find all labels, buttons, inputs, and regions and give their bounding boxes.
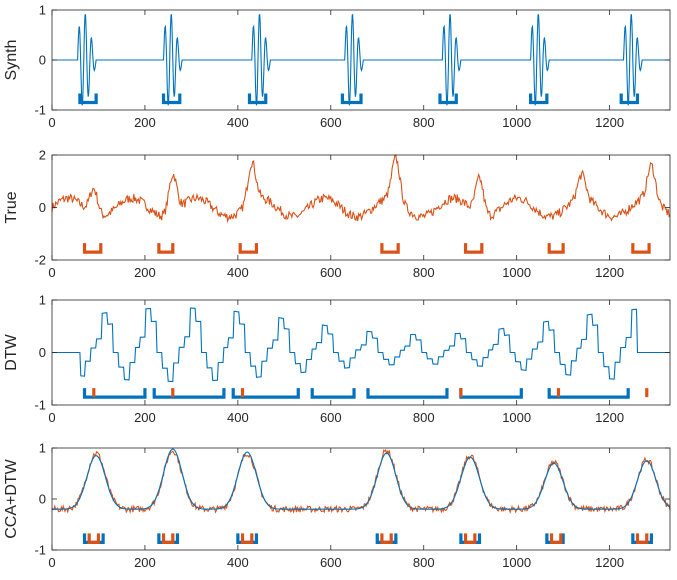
x-tick-label: 0 bbox=[48, 115, 55, 130]
y-tick-label: 1 bbox=[39, 441, 46, 456]
segment-bracket bbox=[240, 533, 254, 544]
x-tick-label: 400 bbox=[227, 410, 249, 425]
segment-bracket bbox=[463, 533, 477, 544]
axes-box bbox=[51, 447, 671, 551]
segment-bracket bbox=[529, 93, 549, 105]
segment-bracket bbox=[157, 243, 175, 254]
x-tick-label: 1000 bbox=[502, 555, 531, 570]
y-tick-label: 0 bbox=[39, 53, 46, 68]
series-line bbox=[52, 448, 671, 510]
segment-bracket bbox=[82, 243, 103, 254]
y-axis-label: Synth bbox=[3, 40, 20, 81]
x-tick-label: 600 bbox=[320, 555, 342, 570]
segment-bracket bbox=[366, 388, 449, 399]
y-tick-label: -1 bbox=[34, 543, 46, 558]
series-line bbox=[52, 307, 670, 382]
series-line bbox=[52, 14, 670, 106]
y-tick-label: 0 bbox=[39, 200, 46, 215]
segment-bracket bbox=[380, 533, 393, 544]
y-tick-label: -1 bbox=[34, 398, 46, 413]
x-tick-label: 600 bbox=[320, 410, 342, 425]
segment-bracket bbox=[459, 388, 523, 399]
x-tick-label: 800 bbox=[413, 410, 435, 425]
x-tick-label: 800 bbox=[413, 555, 435, 570]
segment-bracket bbox=[549, 533, 563, 544]
x-tick-label: 400 bbox=[227, 115, 249, 130]
x-tick-label: 1000 bbox=[502, 410, 531, 425]
x-tick-label: 1000 bbox=[502, 115, 531, 130]
segment-bracket bbox=[238, 243, 259, 254]
segment-bracket bbox=[547, 388, 630, 399]
segment-bracket bbox=[231, 388, 300, 399]
segment-bracket bbox=[438, 93, 458, 105]
segment-bracket bbox=[619, 93, 640, 105]
x-tick-label: 800 bbox=[413, 115, 435, 130]
y-tick-label: 1 bbox=[39, 293, 46, 308]
x-tick-label: 800 bbox=[413, 265, 435, 280]
x-tick-label: 1200 bbox=[595, 410, 624, 425]
x-tick-label: 400 bbox=[227, 555, 249, 570]
x-tick-label: 600 bbox=[320, 265, 342, 280]
segment-bracket bbox=[161, 533, 175, 544]
segment-bracket bbox=[380, 243, 400, 254]
segment-bracket bbox=[82, 388, 147, 399]
y-axis-label: True bbox=[3, 191, 20, 223]
x-tick-label: 1200 bbox=[595, 555, 624, 570]
x-tick-label: 0 bbox=[48, 265, 55, 280]
x-tick-label: 0 bbox=[48, 555, 55, 570]
y-tick-label: 0 bbox=[39, 492, 46, 507]
series-line bbox=[51, 154, 671, 224]
x-tick-label: 1200 bbox=[595, 115, 624, 130]
axes-box bbox=[51, 154, 671, 261]
segment-bracket bbox=[310, 388, 356, 399]
segment-bracket bbox=[152, 388, 226, 399]
y-tick-label: 0 bbox=[39, 345, 46, 360]
x-tick-label: 200 bbox=[134, 410, 156, 425]
y-tick-label: -1 bbox=[34, 103, 46, 118]
x-tick-label: 200 bbox=[134, 115, 156, 130]
segment-bracket bbox=[635, 533, 649, 544]
x-tick-label: 0 bbox=[48, 410, 55, 425]
x-tick-label: 1200 bbox=[595, 265, 624, 280]
segment-bracket bbox=[340, 93, 363, 105]
segment-bracket bbox=[463, 243, 484, 254]
y-tick-label: 1 bbox=[39, 3, 46, 18]
segment-bracket bbox=[631, 243, 651, 254]
segment-bracket bbox=[87, 533, 101, 544]
x-tick-label: 400 bbox=[227, 265, 249, 280]
segment-bracket bbox=[247, 93, 268, 105]
x-tick-label: 200 bbox=[134, 265, 156, 280]
y-axis-label: CCA+DTW bbox=[3, 458, 20, 538]
segment-bracket bbox=[547, 243, 565, 254]
y-tick-label: 2 bbox=[39, 148, 46, 163]
y-axis-label: DTW bbox=[3, 333, 20, 370]
series-line bbox=[51, 449, 671, 515]
y-tick-label: -2 bbox=[34, 253, 46, 268]
x-tick-label: 200 bbox=[134, 555, 156, 570]
x-tick-label: 600 bbox=[320, 115, 342, 130]
x-tick-label: 1000 bbox=[502, 265, 531, 280]
segment-bracket bbox=[78, 93, 98, 105]
segment-bracket bbox=[161, 93, 182, 105]
